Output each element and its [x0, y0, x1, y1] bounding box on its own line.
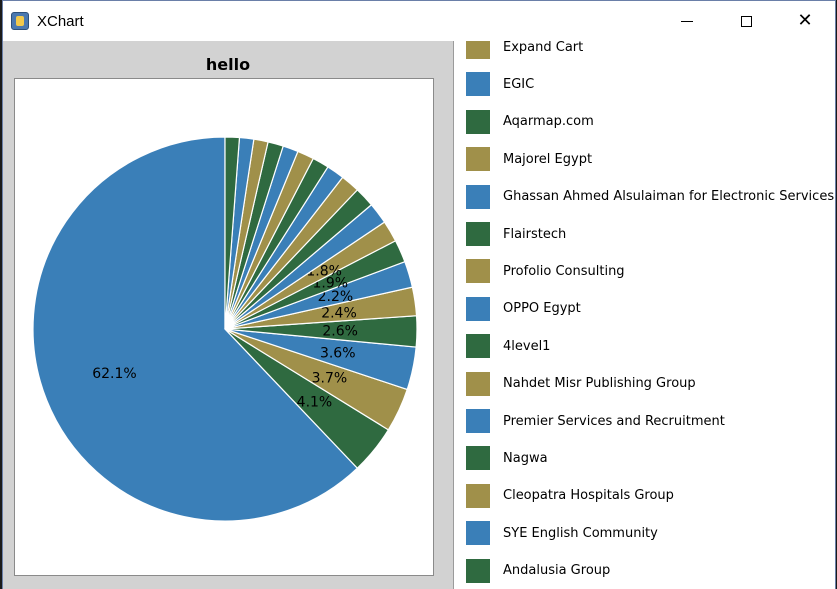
legend-label: EGIC: [503, 76, 535, 92]
legend-swatch: [466, 72, 490, 97]
pie-slice: [224, 136, 241, 330]
legend-label: Nahdet Misr Publishing Group: [503, 376, 696, 392]
slice-data-label: 2.6%: [322, 323, 358, 339]
legend-item: Cleopatra Hospitals Group: [466, 483, 674, 508]
slice-data-label: 3.7%: [312, 371, 348, 387]
maximize-icon: [740, 15, 752, 27]
legend-item: Ghassan Ahmed Alsulaiman for Electronic …: [466, 184, 835, 209]
slice-data-label: 4.1%: [297, 395, 333, 411]
minimize-icon: [681, 20, 693, 22]
legend-swatch: [466, 483, 490, 508]
legend-label: Ghassan Ahmed Alsulaiman for Electronic …: [503, 189, 835, 205]
legend-swatch: [466, 334, 490, 359]
legend-item: Expand Cart: [466, 41, 583, 59]
legend-label: 4level1: [503, 338, 551, 354]
legend-swatch: [466, 409, 490, 433]
legend-item: Nagwa: [466, 446, 548, 471]
legend-item: EGIC: [466, 72, 535, 97]
chart-title: hello: [205, 55, 251, 74]
legend-label: Premier Services and Recruitment: [503, 413, 725, 429]
legend-item: Majorel Egypt: [466, 147, 593, 172]
legend-item: SYE English Community: [466, 521, 658, 546]
legend-item: 4level1: [466, 334, 551, 359]
legend-label: Flairstech: [503, 226, 567, 242]
legend-swatch: [466, 558, 490, 583]
plot-area: 62.1% 4.1% 3.7% 3.6% 2.6% 2.4% 2.2% 1.9% 1.8%: [14, 78, 434, 576]
legend-item: Profolio Consulting: [466, 259, 625, 284]
slice-data-label: 3.6%: [320, 346, 356, 362]
legend-label: Aqarmap.com: [503, 114, 594, 130]
slice-data-label: 62.1%: [92, 366, 136, 382]
slice-data-label: 2.2%: [318, 289, 354, 305]
legend-swatch: [466, 184, 490, 209]
legend-swatch: [466, 259, 490, 284]
legend-swatch: [466, 446, 490, 471]
legend: Expand Cart EGIC Aqarmap.com Majorel Egypt G…: [453, 41, 835, 589]
legend-label: Profolio Consulting: [503, 263, 625, 279]
legend-swatch: [466, 222, 490, 246]
chart-panel: hello 62.1% 4.1% 3.7% 3.6% 2.6% 2.4% 2.2% 1.9% 1…: [3, 41, 835, 589]
pie-chart: 62.1%4.1%3.7%3.6%2.6%2.4%2.2%1.9%1.8%: [32, 136, 418, 522]
legend-swatch: [466, 521, 490, 546]
title-bar[interactable]: XChart ✕: [3, 1, 835, 41]
legend-item: OPPO Egypt: [466, 296, 581, 321]
close-button[interactable]: ✕: [775, 1, 835, 41]
maximize-button[interactable]: [716, 1, 776, 41]
legend-label: Andalusia Group: [503, 563, 611, 579]
legend-label: Cleopatra Hospitals Group: [503, 488, 674, 504]
legend-label: Expand Cart: [503, 41, 584, 55]
legend-label: Majorel Egypt: [503, 151, 593, 167]
close-icon: ✕: [797, 10, 813, 31]
window-title: XChart: [37, 13, 84, 30]
legend-item: Flairstech: [466, 222, 566, 246]
java-app-icon: [11, 12, 29, 30]
legend-label: OPPO Egypt: [503, 301, 581, 317]
legend-label: Nagwa: [503, 450, 548, 466]
minimize-button[interactable]: [657, 1, 717, 41]
legend-item: Premier Services and Recruitment: [466, 409, 725, 433]
legend-swatch: [466, 371, 490, 396]
legend-item: Aqarmap.com: [466, 109, 594, 134]
legend-swatch: [466, 109, 490, 134]
legend-item: Andalusia Group: [466, 558, 611, 583]
pie-slice: [32, 136, 359, 522]
legend-swatch: [466, 41, 490, 59]
legend-item: Nahdet Misr Publishing Group: [466, 371, 696, 396]
legend-swatch: [466, 296, 490, 321]
legend-swatch: [466, 147, 490, 172]
slice-data-label: 2.4%: [321, 305, 357, 321]
legend-label: SYE English Community: [503, 525, 658, 541]
